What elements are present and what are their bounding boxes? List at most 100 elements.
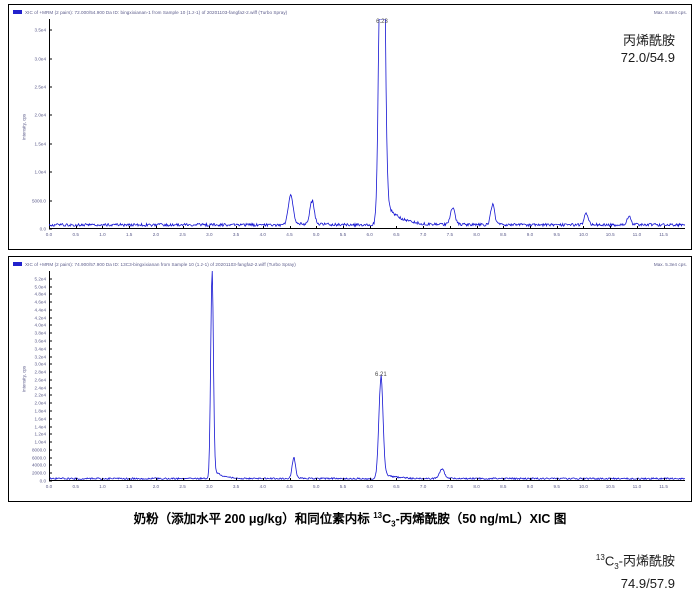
- figure-caption: 奶粉（添加水平 200 μg/kg）和同位素内标 13C3-丙烯酰胺（50 ng…: [0, 508, 700, 529]
- y-tick-mark: [49, 317, 52, 319]
- x-tick-mark: [49, 478, 50, 481]
- x-tick-label: 5.0: [313, 484, 320, 489]
- x-tick-mark: [75, 478, 77, 481]
- y-tick-mark: [49, 402, 52, 404]
- x-tick-label: 3.5: [232, 232, 240, 237]
- y-tick-mark: [49, 464, 52, 466]
- y-tick-label: 2.4e4: [34, 385, 47, 391]
- y-tick-mark: [49, 340, 52, 342]
- y-tick-label: 3.5e4: [34, 27, 47, 33]
- chromatogram-panel-2: XIC of +MRM (2 pairs): 74.900/57.900 Da …: [8, 256, 692, 591]
- y-tick-mark: [49, 457, 52, 459]
- y-tick-label: 4.2e4: [34, 315, 47, 321]
- x-tick-mark: [316, 226, 318, 229]
- panel-1-x-axis: [49, 228, 685, 229]
- y-tick-mark: [49, 143, 52, 145]
- y-tick-label: 2.5e4: [34, 84, 47, 90]
- x-tick-mark: [342, 226, 344, 229]
- x-tick-label: 1.0: [99, 484, 106, 489]
- x-tick-mark: [530, 226, 531, 229]
- x-tick-label: 3.5: [232, 484, 240, 489]
- caption-isotope-element: C: [382, 512, 392, 526]
- x-tick-label: 9.5: [553, 484, 560, 489]
- y-tick-mark: [49, 228, 52, 230]
- y-tick-label: 2.0e4: [34, 400, 47, 406]
- caption-text-before: 奶粉（添加水平 200 μg/kg）和同位素内标: [133, 512, 374, 526]
- x-tick-label: 10.0: [578, 232, 588, 237]
- x-tick-label: 8.5: [500, 232, 507, 237]
- x-tick-label: 7.0: [419, 232, 427, 237]
- x-tick-label: 7.5: [446, 232, 454, 237]
- y-tick-mark: [49, 363, 52, 365]
- y-tick-label: 1.2e4: [34, 431, 47, 437]
- y-tick-mark: [49, 371, 52, 373]
- x-tick-label: 5.5: [339, 232, 347, 237]
- x-tick-label: 0.0: [45, 484, 53, 489]
- x-tick-label: 8.0: [473, 484, 480, 489]
- y-tick-mark: [49, 293, 52, 295]
- y-tick-label: 1.4e4: [34, 424, 47, 430]
- x-tick-label: 7.0: [419, 484, 427, 489]
- y-tick-label: 4000.0: [31, 462, 46, 468]
- x-tick-mark: [129, 478, 131, 481]
- x-tick-label: 2.0: [152, 484, 160, 489]
- x-tick-label: 4.5: [286, 232, 293, 237]
- x-tick-mark: [503, 226, 505, 229]
- x-tick-mark: [209, 226, 211, 229]
- x-tick-label: 8.0: [473, 232, 480, 237]
- y-tick-mark: [49, 29, 52, 31]
- x-tick-mark: [209, 478, 211, 481]
- x-tick-mark: [155, 226, 157, 229]
- x-tick-mark: [503, 478, 505, 481]
- y-tick-mark: [49, 58, 52, 60]
- caption-isotope-mass: 13: [373, 510, 383, 520]
- panel-2-y-axis-title: Intensity, cps: [21, 365, 27, 393]
- y-tick-label: 3.8e4: [34, 330, 47, 336]
- x-tick-mark: [476, 478, 478, 481]
- x-tick-mark: [342, 478, 344, 481]
- y-tick-label: 1.8e4: [34, 408, 47, 414]
- chromatogram-panel-1: XIC of +MRM (2 pairs): 72.000/54.900 Da …: [8, 4, 692, 250]
- y-tick-mark: [49, 286, 52, 288]
- y-tick-label: 2000.0: [31, 470, 46, 476]
- x-tick-mark: [556, 478, 558, 481]
- y-tick-label: 2.0e4: [34, 112, 47, 118]
- x-tick-mark: [155, 478, 157, 481]
- x-tick-label: 0.5: [72, 232, 79, 237]
- x-tick-mark: [102, 226, 104, 229]
- y-tick-label: 1.0e4: [34, 169, 47, 175]
- y-tick-label: 3.6e4: [34, 338, 47, 344]
- panel-1-plot-area[interactable]: 0.0 5000.0 1.0e4 1.5e4 2.0e4 2.5e4 3.0e4 3.5e4 0…: [32, 19, 685, 237]
- x-tick-mark: [583, 226, 585, 229]
- y-tick-label: 5.0e4: [34, 284, 47, 290]
- x-tick-mark: [476, 226, 478, 229]
- x-tick-label: 9.0: [526, 484, 534, 489]
- panel-1-header: XIC of +MRM (2 pairs): 72.000/54.900 Da …: [13, 7, 687, 17]
- y-tick-mark: [49, 379, 52, 381]
- peak-retention-time-label: 6.23: [376, 19, 388, 25]
- x-tick-label: 7.5: [446, 484, 454, 489]
- x-tick-label: 3.0: [206, 232, 213, 237]
- x-tick-mark: [636, 478, 638, 481]
- y-tick-mark: [49, 433, 52, 435]
- panel-2-chromatogram-trace: [49, 271, 685, 481]
- x-tick-mark: [423, 478, 425, 481]
- x-tick-mark: [396, 478, 398, 481]
- y-tick-mark: [49, 480, 52, 482]
- x-tick-label: 9.5: [553, 232, 560, 237]
- y-tick-label: 1.5e4: [34, 141, 47, 147]
- panel-2-plot-area[interactable]: 0.0 2000.0 4000.0 6000.0 8000.0 1.0e4 1.2e4 1.4…: [32, 271, 685, 489]
- caption-isotope-count: 3: [391, 519, 396, 529]
- y-tick-label: 1.0e4: [34, 439, 47, 445]
- panel-2-mrm-transition: 74.9/57.9: [620, 575, 675, 591]
- panel-2-header-max: Max. 5.3e4 cps.: [653, 261, 687, 267]
- panel-2-y-axis: [49, 271, 50, 481]
- y-tick-label: 4.6e4: [34, 299, 47, 305]
- x-tick-mark: [556, 226, 558, 229]
- x-tick-label: 6.5: [393, 484, 400, 489]
- y-tick-mark: [49, 324, 52, 326]
- x-tick-mark: [316, 478, 318, 481]
- panel-1-annotation: 丙烯酰胺 72.0/54.9: [621, 32, 675, 66]
- x-tick-label: 0.0: [45, 232, 53, 237]
- x-tick-mark: [369, 478, 371, 481]
